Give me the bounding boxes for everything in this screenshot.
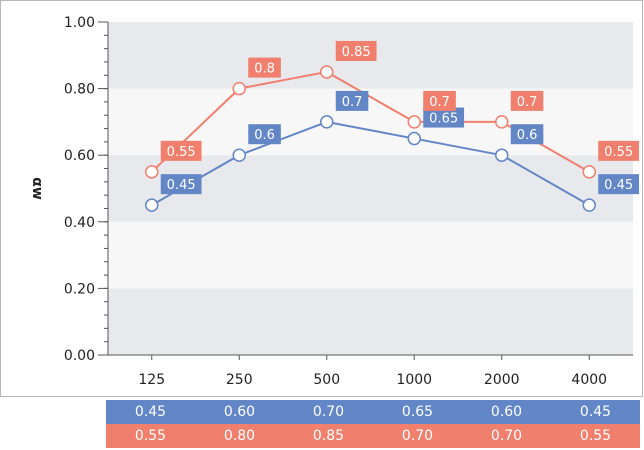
table-row: 0.45 0.60 0.70 0.65 0.60 0.45 — [106, 400, 640, 424]
data-label: 0.7 — [342, 95, 363, 110]
data-label: 0.7 — [429, 95, 450, 110]
data-label-box — [335, 90, 369, 111]
y-tick-label: 0.00 — [64, 348, 95, 364]
table-cell: 0.80 — [223, 428, 256, 444]
data-label-box — [160, 140, 202, 161]
table-cell: 0.85 — [312, 428, 345, 444]
table-cell: 0.70 — [312, 404, 345, 420]
data-label-box — [248, 124, 281, 145]
y-tick-label: 1.00 — [64, 15, 95, 31]
data-label: 0.6 — [517, 128, 538, 143]
table-cell: 0.70 — [401, 428, 434, 444]
data-point-1 — [407, 115, 421, 129]
data-point-1 — [145, 165, 159, 179]
x-tick-label: 500 — [313, 372, 340, 388]
data-label-box — [598, 174, 640, 195]
grid-band — [108, 288, 633, 355]
data-label-box — [423, 107, 465, 128]
table-cell: 0.45 — [579, 404, 612, 420]
data-label: 0.7 — [517, 95, 538, 110]
data-label: 0.85 — [342, 45, 371, 60]
x-tick-label: 4000 — [571, 372, 607, 388]
data-point-0 — [232, 148, 246, 162]
data-label-box — [248, 57, 281, 78]
data-label-box — [510, 124, 544, 145]
x-tick-label: 1000 — [396, 372, 432, 388]
y-tick-label: 0.60 — [64, 148, 95, 164]
data-label: 0.45 — [604, 178, 633, 193]
data-label: 0.55 — [604, 145, 633, 160]
data-label: 0.6 — [254, 128, 275, 143]
data-table: 0.45 0.60 0.70 0.65 0.60 0.45 0.55 0.80 0.85 0.70… — [106, 400, 640, 448]
y-axis-title: αw — [29, 177, 45, 200]
x-tick-label: 125 — [138, 372, 165, 388]
data-point-0 — [407, 131, 421, 146]
data-point-1 — [320, 65, 334, 79]
data-point-1 — [232, 81, 246, 96]
y-tick-label: 0.80 — [64, 82, 95, 98]
x-tick-label: 250 — [226, 372, 253, 388]
data-label-box — [598, 140, 640, 161]
chart-frame: 0.00 0.20 0.40 0.60 0.80 1.00 125 250 500 1000 200… — [0, 0, 643, 397]
data-point-0 — [145, 198, 159, 212]
data-label: 0.8 — [254, 62, 275, 77]
data-point-1 — [495, 115, 509, 129]
data-point-0 — [320, 115, 334, 129]
table-cell: 0.65 — [401, 404, 434, 420]
data-point-1 — [582, 165, 596, 179]
data-point-0 — [495, 148, 509, 162]
data-label-box — [423, 90, 456, 111]
data-label-box — [160, 174, 202, 195]
y-tick-label: 0.40 — [64, 215, 95, 231]
data-label: 0.65 — [429, 112, 458, 127]
table-cell: 0.60 — [490, 404, 523, 420]
table-row: 0.55 0.80 0.85 0.70 0.70 0.55 — [106, 424, 640, 448]
series-line-0 — [151, 120, 590, 207]
grid-band — [108, 221, 633, 289]
data-label-box — [335, 40, 377, 61]
data-label: 0.55 — [167, 145, 196, 160]
line-chart: 0.00 0.20 0.40 0.60 0.80 1.00 125 250 500 1000 200… — [29, 15, 640, 388]
data-label-box — [510, 90, 544, 111]
y-tick-label: 0.20 — [64, 281, 95, 297]
data-point-0 — [582, 198, 596, 212]
data-label: 0.45 — [167, 178, 196, 193]
table-cell: 0.60 — [223, 404, 256, 420]
table-cell: 0.55 — [134, 428, 167, 444]
x-tick-label: 2000 — [484, 372, 520, 388]
table-cell: 0.45 — [134, 404, 167, 420]
table-cell: 0.70 — [490, 428, 523, 444]
table-cell: 0.55 — [579, 428, 612, 444]
